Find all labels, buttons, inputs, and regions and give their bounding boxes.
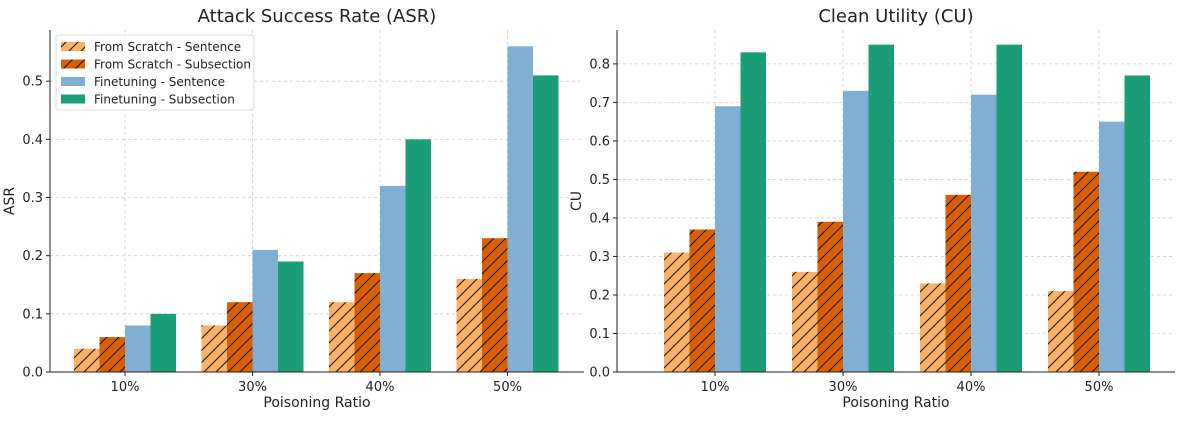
bar [1124,75,1150,372]
bar [252,249,278,372]
legend-label: From Scratch - Sentence [94,40,241,54]
bar [380,185,406,372]
y-tick-label: 0.4 [22,133,43,148]
y-tick-label: 0.8 [589,57,610,72]
bar [1099,121,1125,372]
legend-box [55,34,255,111]
x-tick-label: 10% [111,380,140,395]
y-tick-label: 0.5 [22,75,43,90]
y-tick-label: 0.0 [589,366,610,381]
x-tick-label: 50% [493,380,522,395]
bar [125,325,151,372]
bar-hatch [329,302,355,372]
x-axis-label: Poisoning Ratio [263,395,370,411]
legend: From Scratch - Sentence From Scratch - Su… [55,34,255,111]
bar-hatch [792,271,818,372]
x-axis-label: Poisoning Ratio [842,395,949,411]
bar-hatch [1073,171,1099,372]
y-tick-label: 0.0 [22,366,43,381]
bar-hatch [201,325,227,372]
chart-title: Attack Success Rate (ASR) [198,6,437,27]
bar [533,75,559,373]
bar [996,44,1022,373]
bar-hatch [354,273,380,372]
legend-label: From Scratch - Subsection [94,58,251,72]
y-tick-label: 0.4 [589,211,610,226]
bar-hatch [689,229,715,372]
legend-swatch-hatch [61,59,85,69]
bar [868,44,894,373]
legend-swatch-hatch [61,42,85,51]
bar [740,52,766,373]
bar [507,46,533,373]
bar-hatch [482,238,508,372]
legend-label: Finetuning - Sentence [94,75,225,89]
y-axis-label: ASR [2,187,18,215]
x-tick-label: 30% [238,380,267,395]
y-tick-label: 0.5 [589,173,610,188]
x-tick-label: 50% [1085,380,1114,395]
bar [843,90,869,372]
bar [715,106,741,372]
y-tick-label: 0.1 [589,327,610,342]
bar [150,313,176,372]
legend-label: Finetuning - Subsection [94,93,235,107]
x-tick-label: 30% [829,380,858,395]
y-tick-label: 0.3 [589,250,610,265]
bar-hatch [664,252,690,372]
chart-0: 0.0 0.1 0.2 0.3 0.4 0.5 10% 30% 40% 50% Attack Suc… [2,6,584,411]
legend-swatch [61,94,85,104]
bar-hatch [945,194,971,372]
y-tick-label: 0.2 [589,288,610,303]
chart-title: Clean Utility (CU) [818,6,973,27]
y-tick-label: 0.7 [589,96,610,111]
y-tick-label: 0.3 [22,191,43,206]
bar [405,139,431,372]
bar [971,94,997,373]
bar-hatch [99,337,125,372]
y-tick-label: 0.6 [589,134,610,149]
bar-hatch [74,348,100,372]
bar-hatch [1048,291,1074,372]
y-tick-label: 0.1 [22,307,43,322]
y-axis-label: CU [569,191,585,211]
bar-hatch [227,302,253,372]
chart-1: 0.0 0.1 0.2 0.3 0.4 0.5 0.6 0.7 0.8 10% 30% 40% 50% C… [569,6,1175,411]
legend-swatch [61,77,85,86]
x-tick-label: 40% [366,380,395,395]
bar [278,261,304,372]
y-tick-label: 0.2 [22,249,43,264]
bar-hatch [817,221,843,372]
x-tick-label: 40% [957,380,986,395]
bar-hatch [920,283,946,372]
x-tick-label: 10% [701,380,730,395]
bar-hatch [456,278,482,372]
